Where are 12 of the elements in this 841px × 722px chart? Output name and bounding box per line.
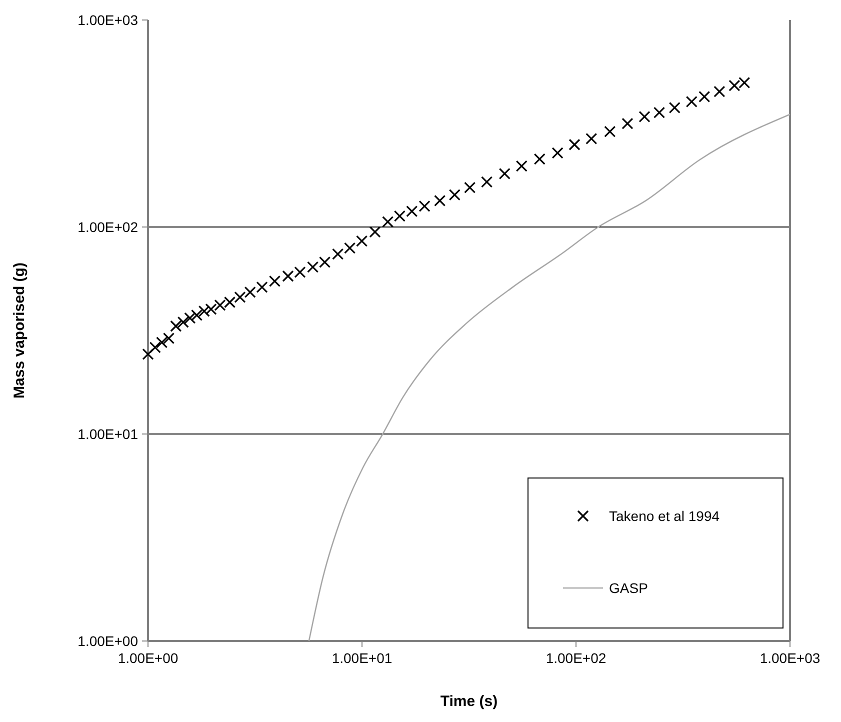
y-tick-label: 1.00E+00 — [78, 633, 138, 649]
y-tick-label: 1.00E+01 — [78, 426, 138, 442]
y-tick-label: 1.00E+02 — [78, 219, 138, 235]
x-tick-label: 1.00E+00 — [118, 650, 178, 666]
legend-label: Takeno et al 1994 — [609, 508, 720, 524]
y-tick-label: 1.00E+03 — [78, 12, 138, 28]
y-axis-title: Mass vaporised (g) — [11, 262, 28, 398]
x-tick-label: 1.00E+03 — [760, 650, 820, 666]
legend-label: GASP — [609, 580, 648, 596]
x-tick-label: 1.00E+01 — [332, 650, 392, 666]
x-axis-title: Time (s) — [440, 693, 498, 710]
x-tick-label: 1.00E+02 — [546, 650, 606, 666]
